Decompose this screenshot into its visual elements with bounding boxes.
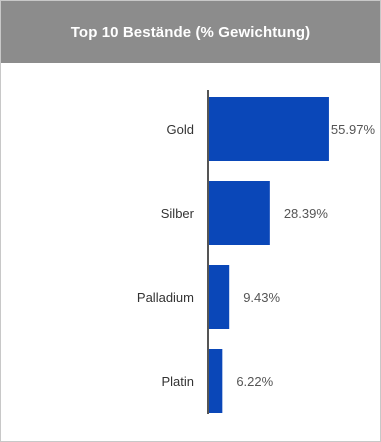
bar-palladium: [209, 265, 230, 329]
category-label-platin: Platin: [161, 374, 194, 389]
value-label-platin: 6.22%: [236, 374, 273, 389]
bar-platin: [209, 349, 223, 413]
value-label-palladium: 9.43%: [243, 290, 280, 305]
value-label-gold: 55.97%: [331, 122, 376, 137]
bar-gold: [209, 97, 329, 161]
panel-title: Top 10 Bestände (% Gewichtung): [70, 23, 311, 41]
value-label-silber: 28.39%: [284, 206, 329, 221]
panel-header: Top 10 Bestände (% Gewichtung): [1, 1, 380, 63]
category-label-gold: Gold: [167, 122, 194, 137]
bar-silber: [209, 181, 270, 245]
category-label-palladium: Palladium: [137, 290, 194, 305]
category-label-silber: Silber: [161, 206, 195, 221]
